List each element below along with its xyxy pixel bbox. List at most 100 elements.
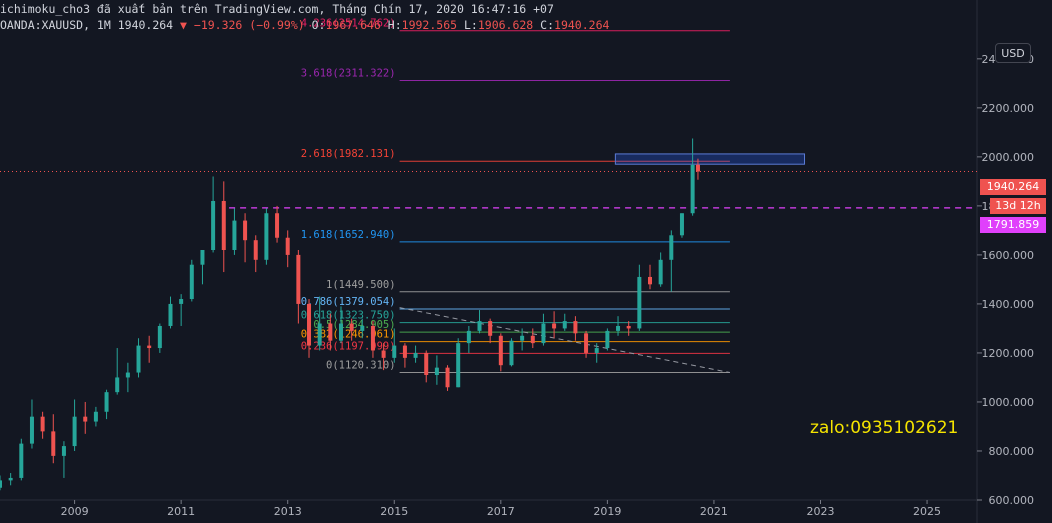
y-tick-label: 1000.000	[982, 396, 1035, 409]
currency-button[interactable]: USD	[995, 43, 1031, 63]
candle-body	[51, 431, 56, 456]
symbol-label: OANDA:XAUUSD, 1M	[0, 18, 111, 32]
y-tick-label: 600.000	[989, 494, 1035, 507]
candle-body	[370, 325, 375, 351]
x-tick-label: 2015	[380, 505, 408, 518]
candle-body	[594, 348, 599, 353]
last-price: 1940.264	[117, 18, 174, 32]
candle-body	[232, 220, 237, 250]
close-label: C:	[540, 18, 555, 32]
candle-body	[29, 416, 34, 444]
candle	[115, 348, 120, 395]
candle	[328, 313, 333, 351]
candle-body	[509, 340, 514, 366]
candle-body	[136, 345, 141, 373]
candle	[168, 296, 173, 329]
candle	[616, 316, 621, 336]
candle-body	[72, 416, 77, 447]
candle-body	[605, 330, 610, 349]
candle	[370, 321, 375, 358]
candle	[179, 294, 184, 326]
candle-body	[243, 220, 248, 241]
low-value: 1906.628	[477, 18, 534, 32]
candle-body	[296, 254, 301, 304]
candle	[648, 264, 652, 290]
candle-body	[552, 323, 557, 329]
publish-info: ichimoku_cho3 đã xuất bản trên TradingVi…	[0, 2, 554, 16]
candle	[402, 343, 407, 368]
candle-body	[695, 164, 700, 172]
candle-body	[317, 323, 322, 346]
candle	[605, 328, 610, 351]
candle	[584, 330, 589, 358]
candle-body	[498, 335, 503, 366]
candle	[541, 313, 546, 346]
bar-countdown-badge: 13d 12h	[990, 198, 1046, 214]
candle-body	[466, 330, 471, 344]
candle	[40, 411, 45, 439]
candle-body	[349, 323, 354, 331]
x-tick-label: 2013	[274, 505, 302, 518]
candle	[349, 318, 354, 341]
candle	[83, 401, 88, 434]
dashed-trendline	[399, 307, 731, 374]
candle	[552, 311, 557, 339]
candle-body	[402, 345, 407, 358]
candle-body	[189, 264, 194, 300]
candle-body	[115, 377, 120, 393]
fib-level-label: 3.618(2311.322)	[301, 68, 396, 80]
candle	[61, 441, 66, 478]
candle	[456, 338, 461, 388]
candle-body	[0, 480, 2, 488]
fib-level-label: 0.236(1197.999)	[301, 340, 396, 352]
candle-body	[307, 303, 312, 346]
candle	[679, 213, 684, 238]
ohlc-legend: OANDA:XAUUSD, 1M 1940.264 ▼ −19.326 (−0.…	[0, 17, 609, 33]
candle-body	[413, 352, 418, 358]
candle	[477, 310, 482, 334]
candle-body	[616, 325, 621, 331]
x-tick-label: 2021	[700, 505, 728, 518]
candle-body	[125, 372, 130, 378]
candle	[264, 208, 269, 265]
x-tick-label: 2011	[167, 505, 195, 518]
x-tick-label: 2023	[806, 505, 834, 518]
candle	[72, 399, 77, 451]
fib-level-label: 1(1449.500)	[326, 279, 396, 291]
candle	[296, 250, 301, 324]
candle	[562, 313, 567, 331]
high-value: 1992.565	[401, 18, 458, 32]
candle	[381, 343, 386, 371]
candle	[51, 414, 56, 464]
candle	[520, 328, 525, 351]
x-tick-label: 2019	[593, 505, 621, 518]
y-tick-label: 2200.000	[982, 102, 1035, 115]
fib-level-label: 1.618(1652.940)	[301, 229, 396, 241]
candle	[573, 316, 578, 341]
candle	[253, 235, 258, 273]
candle	[8, 473, 13, 486]
fib-level-label: 4.236(2514.762)	[301, 18, 396, 30]
candle	[0, 475, 2, 491]
candle-body	[658, 259, 663, 285]
candle	[211, 176, 216, 253]
candle	[690, 138, 695, 216]
candle-body	[93, 411, 98, 422]
candle-body	[477, 321, 482, 331]
candle-body	[168, 303, 173, 326]
candle	[147, 335, 152, 363]
open-value: 1967.646	[325, 18, 381, 32]
level-price-badge: 1791.859	[980, 217, 1046, 233]
candle	[424, 350, 429, 383]
y-tick-label: 1200.000	[982, 347, 1035, 360]
x-tick-label: 2025	[913, 505, 941, 518]
candle-body	[381, 350, 386, 358]
candle	[637, 264, 642, 331]
candle-body	[275, 213, 280, 238]
candle-body	[61, 446, 66, 456]
candle-body	[626, 325, 631, 329]
candle-body	[147, 345, 152, 349]
candle	[93, 406, 98, 427]
